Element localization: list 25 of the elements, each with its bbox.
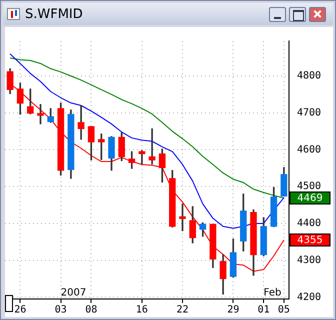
y-tick-label: 4400 bbox=[297, 218, 322, 230]
x-tick-label: 03 bbox=[54, 304, 67, 316]
x-tick-label: 22 bbox=[176, 304, 189, 316]
y-tick-label: 4300 bbox=[297, 254, 322, 266]
candlestick bbox=[148, 128, 156, 164]
x-tick-label: 26 bbox=[14, 304, 26, 316]
candlestick bbox=[78, 105, 84, 140]
chart-title: S.WFMID bbox=[25, 7, 83, 22]
x-tick-label: 01 bbox=[258, 304, 270, 316]
candlestick bbox=[179, 204, 186, 232]
candlestick bbox=[37, 104, 44, 124]
candlestick bbox=[138, 150, 146, 164]
x-tick-label: 16 bbox=[136, 304, 148, 316]
x-tick-label: 05 bbox=[278, 304, 290, 316]
annotation: 2007 bbox=[60, 288, 86, 299]
y-tick-label: 4600 bbox=[297, 144, 322, 156]
x-tick-label: 08 bbox=[85, 304, 98, 316]
y-tick-label: 4200 bbox=[297, 292, 322, 303]
data-label: 4469 bbox=[297, 193, 323, 204]
x-tick-label: 29 bbox=[227, 304, 240, 316]
annotation: Feb bbox=[264, 288, 282, 299]
data-label: 4355 bbox=[297, 235, 323, 246]
y-tick-label: 4800 bbox=[297, 70, 322, 82]
y-tick-label: 4700 bbox=[297, 107, 322, 118]
y-tick-label: 4500 bbox=[297, 181, 322, 192]
